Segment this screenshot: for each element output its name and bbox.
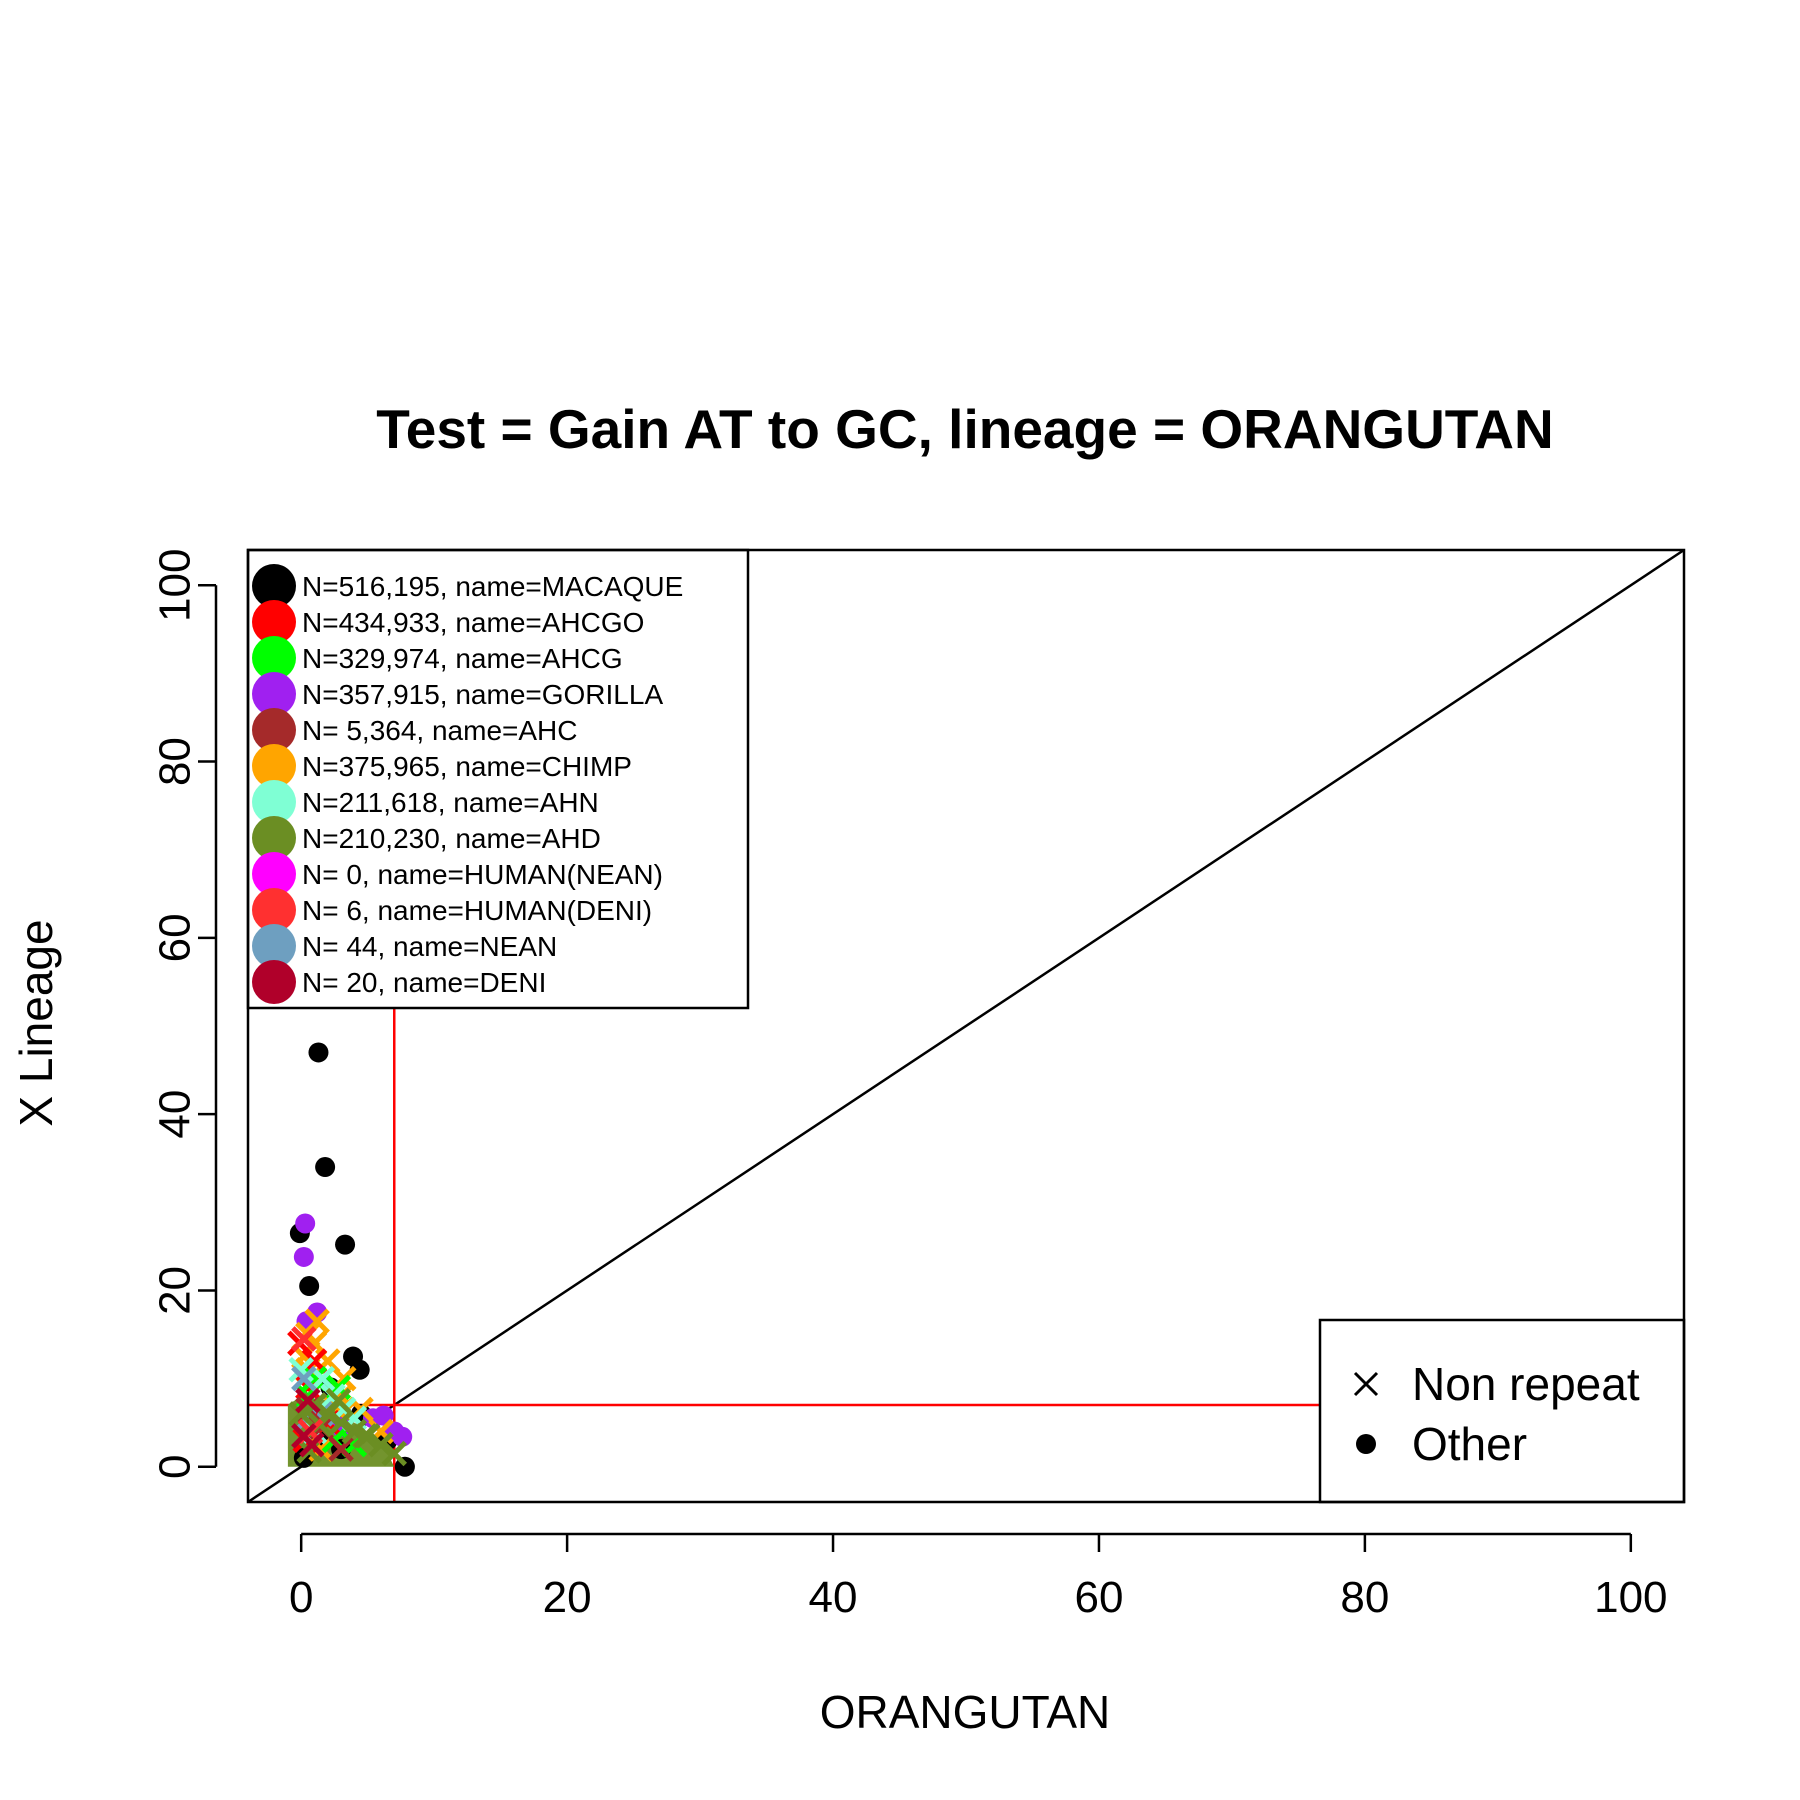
legend-swatch [252, 636, 296, 680]
legend-swatch [252, 960, 296, 1004]
data-point [304, 1308, 330, 1335]
x-tick-label: 20 [543, 1573, 592, 1622]
legend-groups-box [246, 548, 750, 1010]
legend-group-label: N= 0, name=HUMAN(NEAN) [302, 859, 663, 890]
y-axis-label: X Lineage [10, 919, 62, 1126]
legend-group-label: N= 5,364, name=AHC [302, 715, 578, 746]
legend-shapes: Non repeat Other [1318, 1318, 1686, 1504]
y-tick-label: 20 [151, 1266, 200, 1315]
y-tick-label: 60 [151, 913, 200, 962]
data-point [328, 1409, 354, 1436]
data-point [293, 1246, 314, 1267]
legend-swatch [252, 888, 296, 932]
legend-group-label: N= 44, name=NEAN [302, 931, 557, 962]
series-10 [291, 1387, 325, 1458]
legend-swatch [252, 780, 296, 824]
legend-group-label: N=516,195, name=MACAQUE [302, 571, 683, 602]
data-point [392, 1426, 413, 1447]
data-point [325, 1387, 352, 1414]
data-point [295, 1387, 321, 1414]
x-axis: 0 20 40 60 80 100 [289, 1532, 1668, 1622]
legend-swatch [252, 924, 296, 968]
legend-swatch [252, 600, 296, 644]
data-point [288, 1401, 314, 1427]
legend-swatch [252, 564, 296, 608]
x-tick-label: 100 [1594, 1573, 1667, 1622]
data-point [368, 1431, 394, 1458]
legend-group-label: N=210,230, name=AHD [302, 823, 601, 854]
y-axis: 0 20 40 60 80 100 [151, 549, 218, 1479]
dot-icon [1356, 1434, 1376, 1454]
y-tick-label: 40 [151, 1090, 200, 1139]
x-tick-label: 0 [289, 1573, 313, 1622]
y-tick-label: 0 [151, 1454, 200, 1478]
legend-group-label: N=329,974, name=AHCG [302, 643, 623, 674]
legend-group-label: N= 6, name=HUMAN(DENI) [302, 895, 652, 926]
data-points [287, 971, 415, 1477]
x-tick-label: 80 [1340, 1573, 1389, 1622]
data-point [349, 1359, 370, 1380]
legend-group-label: N=434,933, name=AHCGO [302, 607, 644, 638]
legend-group-label: N=211,618, name=AHN [302, 787, 599, 818]
data-point [299, 1276, 320, 1297]
legend-groups: N=516,195, name=MACAQUE N=434,933, name=A… [246, 548, 750, 1010]
data-point [295, 1213, 316, 1234]
y-tick-label: 80 [151, 737, 200, 786]
data-point [381, 1440, 408, 1467]
legend-swatch [252, 744, 296, 788]
data-point [308, 1042, 329, 1063]
x-axis-label: ORANGUTAN [820, 1686, 1111, 1738]
data-point [315, 1157, 336, 1178]
legend-group-label: N= 20, name=DENI [302, 967, 546, 998]
legend-shape-label: Non repeat [1412, 1358, 1640, 1410]
plot-frame [246, 548, 1686, 1504]
legend-swatch [252, 708, 296, 752]
data-point [335, 1234, 356, 1255]
chart-title: Test = Gain AT to GC, lineage = ORANGUTA… [376, 398, 1554, 460]
diagonal-line [247, 548, 1685, 1504]
legend-swatch [252, 672, 296, 716]
legend-shapes-box [1318, 1318, 1686, 1504]
x-tick-label: 60 [1074, 1573, 1123, 1622]
legend-group-label: N=375,965, name=CHIMP [302, 751, 632, 782]
data-point [328, 1436, 354, 1462]
legend-swatch [252, 816, 296, 860]
legend-shape-label: Other [1412, 1418, 1527, 1470]
cross-icon [1353, 1371, 1379, 1397]
y-tick-label: 100 [151, 549, 200, 622]
data-point [299, 1431, 325, 1458]
x-tick-label: 40 [809, 1573, 858, 1622]
legend-group-label: N=357,915, name=GORILLA [302, 679, 663, 710]
data-point [309, 1365, 336, 1392]
data-point [352, 1423, 378, 1449]
data-point [291, 1365, 317, 1392]
legend-swatch [252, 852, 296, 896]
data-point [291, 1326, 317, 1352]
